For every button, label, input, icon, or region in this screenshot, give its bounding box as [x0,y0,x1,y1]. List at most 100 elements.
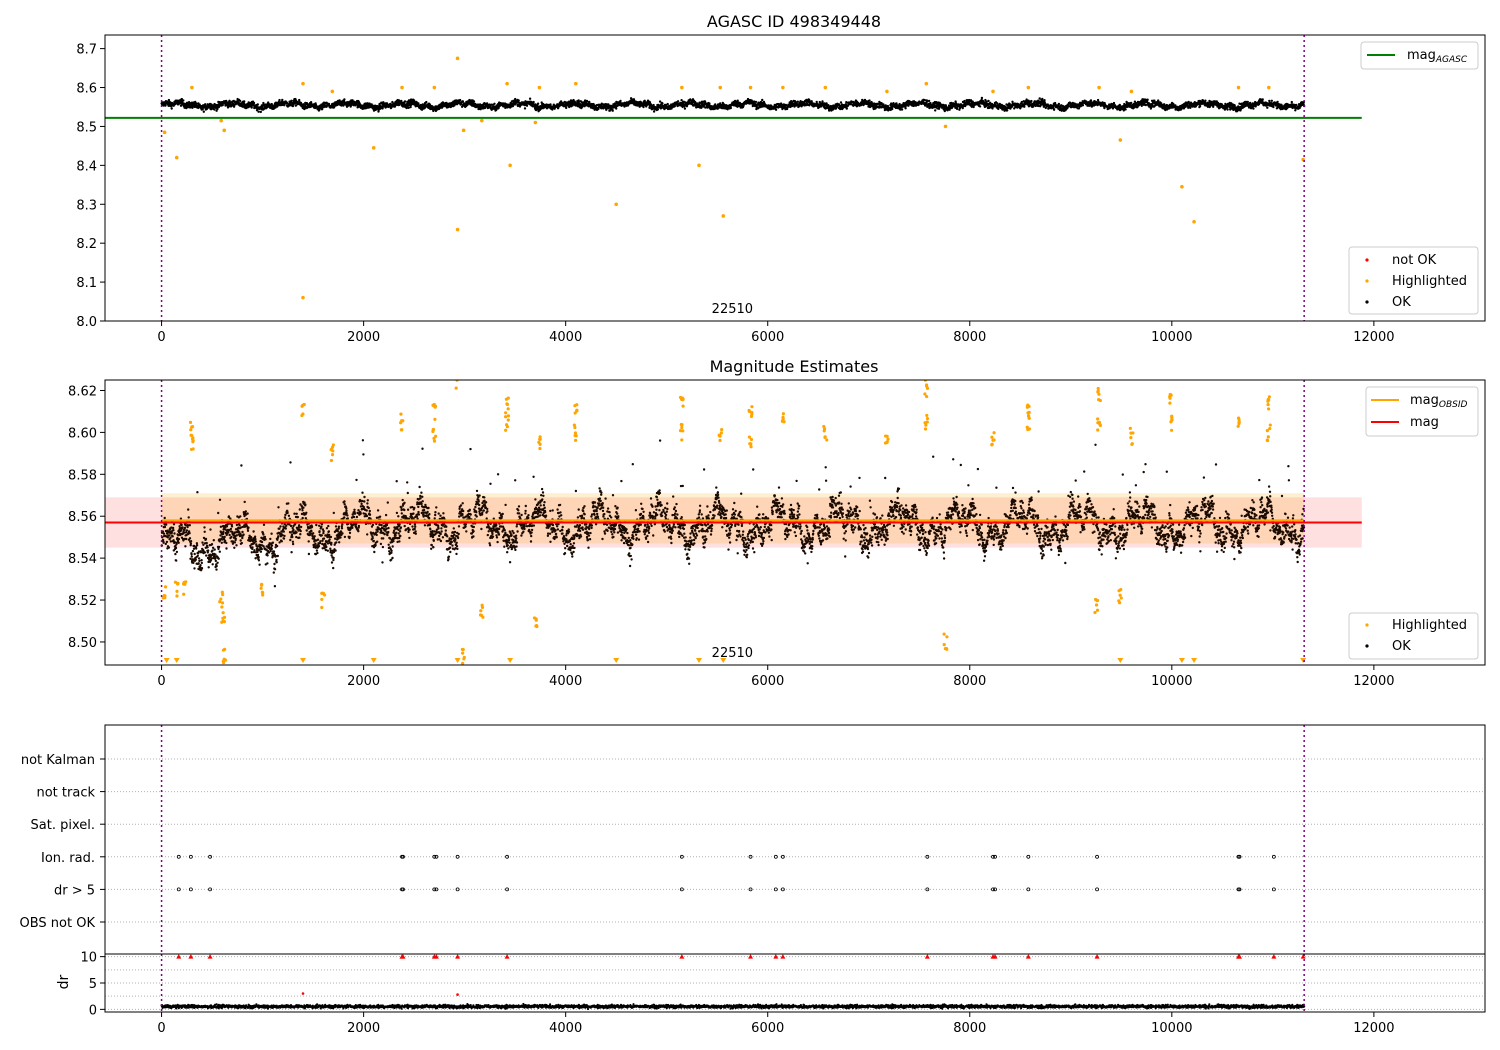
panel-magnitude-title: Magnitude Estimates [710,357,879,376]
dr-xtick-label: 2000 [347,1021,380,1036]
agasc-ytick-label: 8.6 [76,82,97,97]
dr-capped-marker [748,954,754,959]
panel-dr-plot: 0 2000 4000 6000 8000 10000 12000 0 5 10 [80,951,1486,1036]
legend-label: OK [1392,295,1411,310]
panel-dr: dr 0 2000 4000 6000 8000 10000 12000 0 5 10 [56,951,1486,1036]
panel-agasc-plot: 0 2000 4000 6000 8000 10000 12000 8.0 8.1 8.2 8.3 8… [76,34,1486,345]
clipped-layer [160,954,1306,1012]
below-range-marker [720,658,727,663]
flags-frame [104,724,1486,954]
highlighted-point [750,412,754,416]
highlighted-point [1267,398,1271,402]
legend-label: Highlighted [1392,618,1467,633]
highlighted-point [222,657,226,661]
mag-ytick-label: 8.50 [68,636,97,651]
flag-label: OBS not OK [20,916,96,931]
flag-point [401,887,405,892]
highlighted-point [1027,416,1031,420]
highlighted-point [479,609,483,613]
highlighted-point [924,81,929,86]
highlighted-point [301,403,305,407]
dr-capped-marker [433,954,439,959]
legend-label: Highlighted [1392,274,1467,289]
highlighted-point [505,402,509,406]
highlighted-point [259,586,263,590]
dr-capped-marker [773,954,779,959]
mag-xtick-label: 12000 [1353,674,1394,689]
highlighted-point [748,85,753,90]
flag-point [505,887,509,892]
flag-point [679,887,684,892]
highlighted-point [320,597,324,602]
dr-xtick-label: 8000 [953,1021,986,1036]
highlighted-point [1265,428,1269,433]
flag-point [1271,854,1276,859]
flag-point [925,887,930,892]
highlighted-point [301,81,305,86]
highlighted-point [399,412,403,416]
highlighted-point [460,661,465,665]
ok-points [160,96,1306,114]
highlighted-point [1192,219,1196,224]
highlighted-point [574,434,578,438]
highlighted-point [990,435,994,439]
highlighted-point [1267,85,1271,90]
panel-magnitude-plot: 0 2000 4000 6000 8000 10000 12000 8.50 8.52 8.54 8… [68,379,1486,689]
highlighted-point [781,412,786,416]
legend-sub: AGASC [1435,55,1468,65]
highlighted-point [747,408,751,413]
highlighted-point [218,600,222,604]
legend-frame [1348,246,1479,315]
flag-point [1237,887,1242,892]
mag-xtick-label: 10000 [1151,674,1192,689]
flag-label: dr > 5 [54,883,95,898]
highlighted-point [219,597,223,601]
dr-capped-marker [188,954,194,959]
highlighted-point [750,405,754,409]
legend-marker [1365,279,1369,283]
highlighted-point [680,425,684,430]
highlighted-point [749,442,753,446]
flag-point [1095,854,1099,859]
highlighted-point [681,429,685,433]
flag-point [176,854,181,859]
highlighted-point [533,120,538,125]
highlighted-point [1180,184,1184,189]
highlighted-point [925,416,930,421]
highlighted-point [173,580,178,584]
agasc-xtick-label: 2000 [347,330,380,345]
panel-agasc-title: AGASC ID 498349448 [707,12,881,31]
dr-capped-marker [924,954,930,959]
dr-capped-marker [504,954,510,959]
flag-label: not Kalman [21,753,95,768]
highlighted-point [162,130,167,135]
highlighted-point [221,593,225,597]
highlighted-point [990,442,994,446]
mag-ytick-label: 8.54 [68,552,97,567]
highlighted-point [1096,428,1100,432]
panel-magnitude-legend-bottom: Highlighted OK [1348,612,1479,660]
dr-points [160,1002,1306,1011]
highlighted-point [1026,403,1030,407]
highlighted-point [681,404,685,408]
highlighted-point [1266,407,1271,411]
highlighted-point [191,436,195,440]
flag-point [432,854,437,859]
highlighted-point [371,146,376,150]
highlighted-point [781,415,785,419]
dr-capped-marker [679,954,685,959]
highlighted-point [1265,438,1270,443]
highlighted-point [462,657,466,661]
panel-agasc: AGASC ID 498349448 0 2000 4000 6000 8000 1000… [76,12,1486,345]
below-range-marker [1117,658,1124,663]
highlighted-point [720,428,724,432]
highlighted-point [504,411,508,415]
agasc-ytick-label: 8.5 [76,120,97,135]
highlighted-point [1096,421,1100,425]
highlighted-point [749,437,754,442]
legend-marker [1365,644,1369,648]
flag-point [773,887,778,892]
dr-ytick-label: 0 [89,1003,97,1018]
highlighted-point [1236,424,1240,428]
highlighted-point [1168,396,1172,400]
